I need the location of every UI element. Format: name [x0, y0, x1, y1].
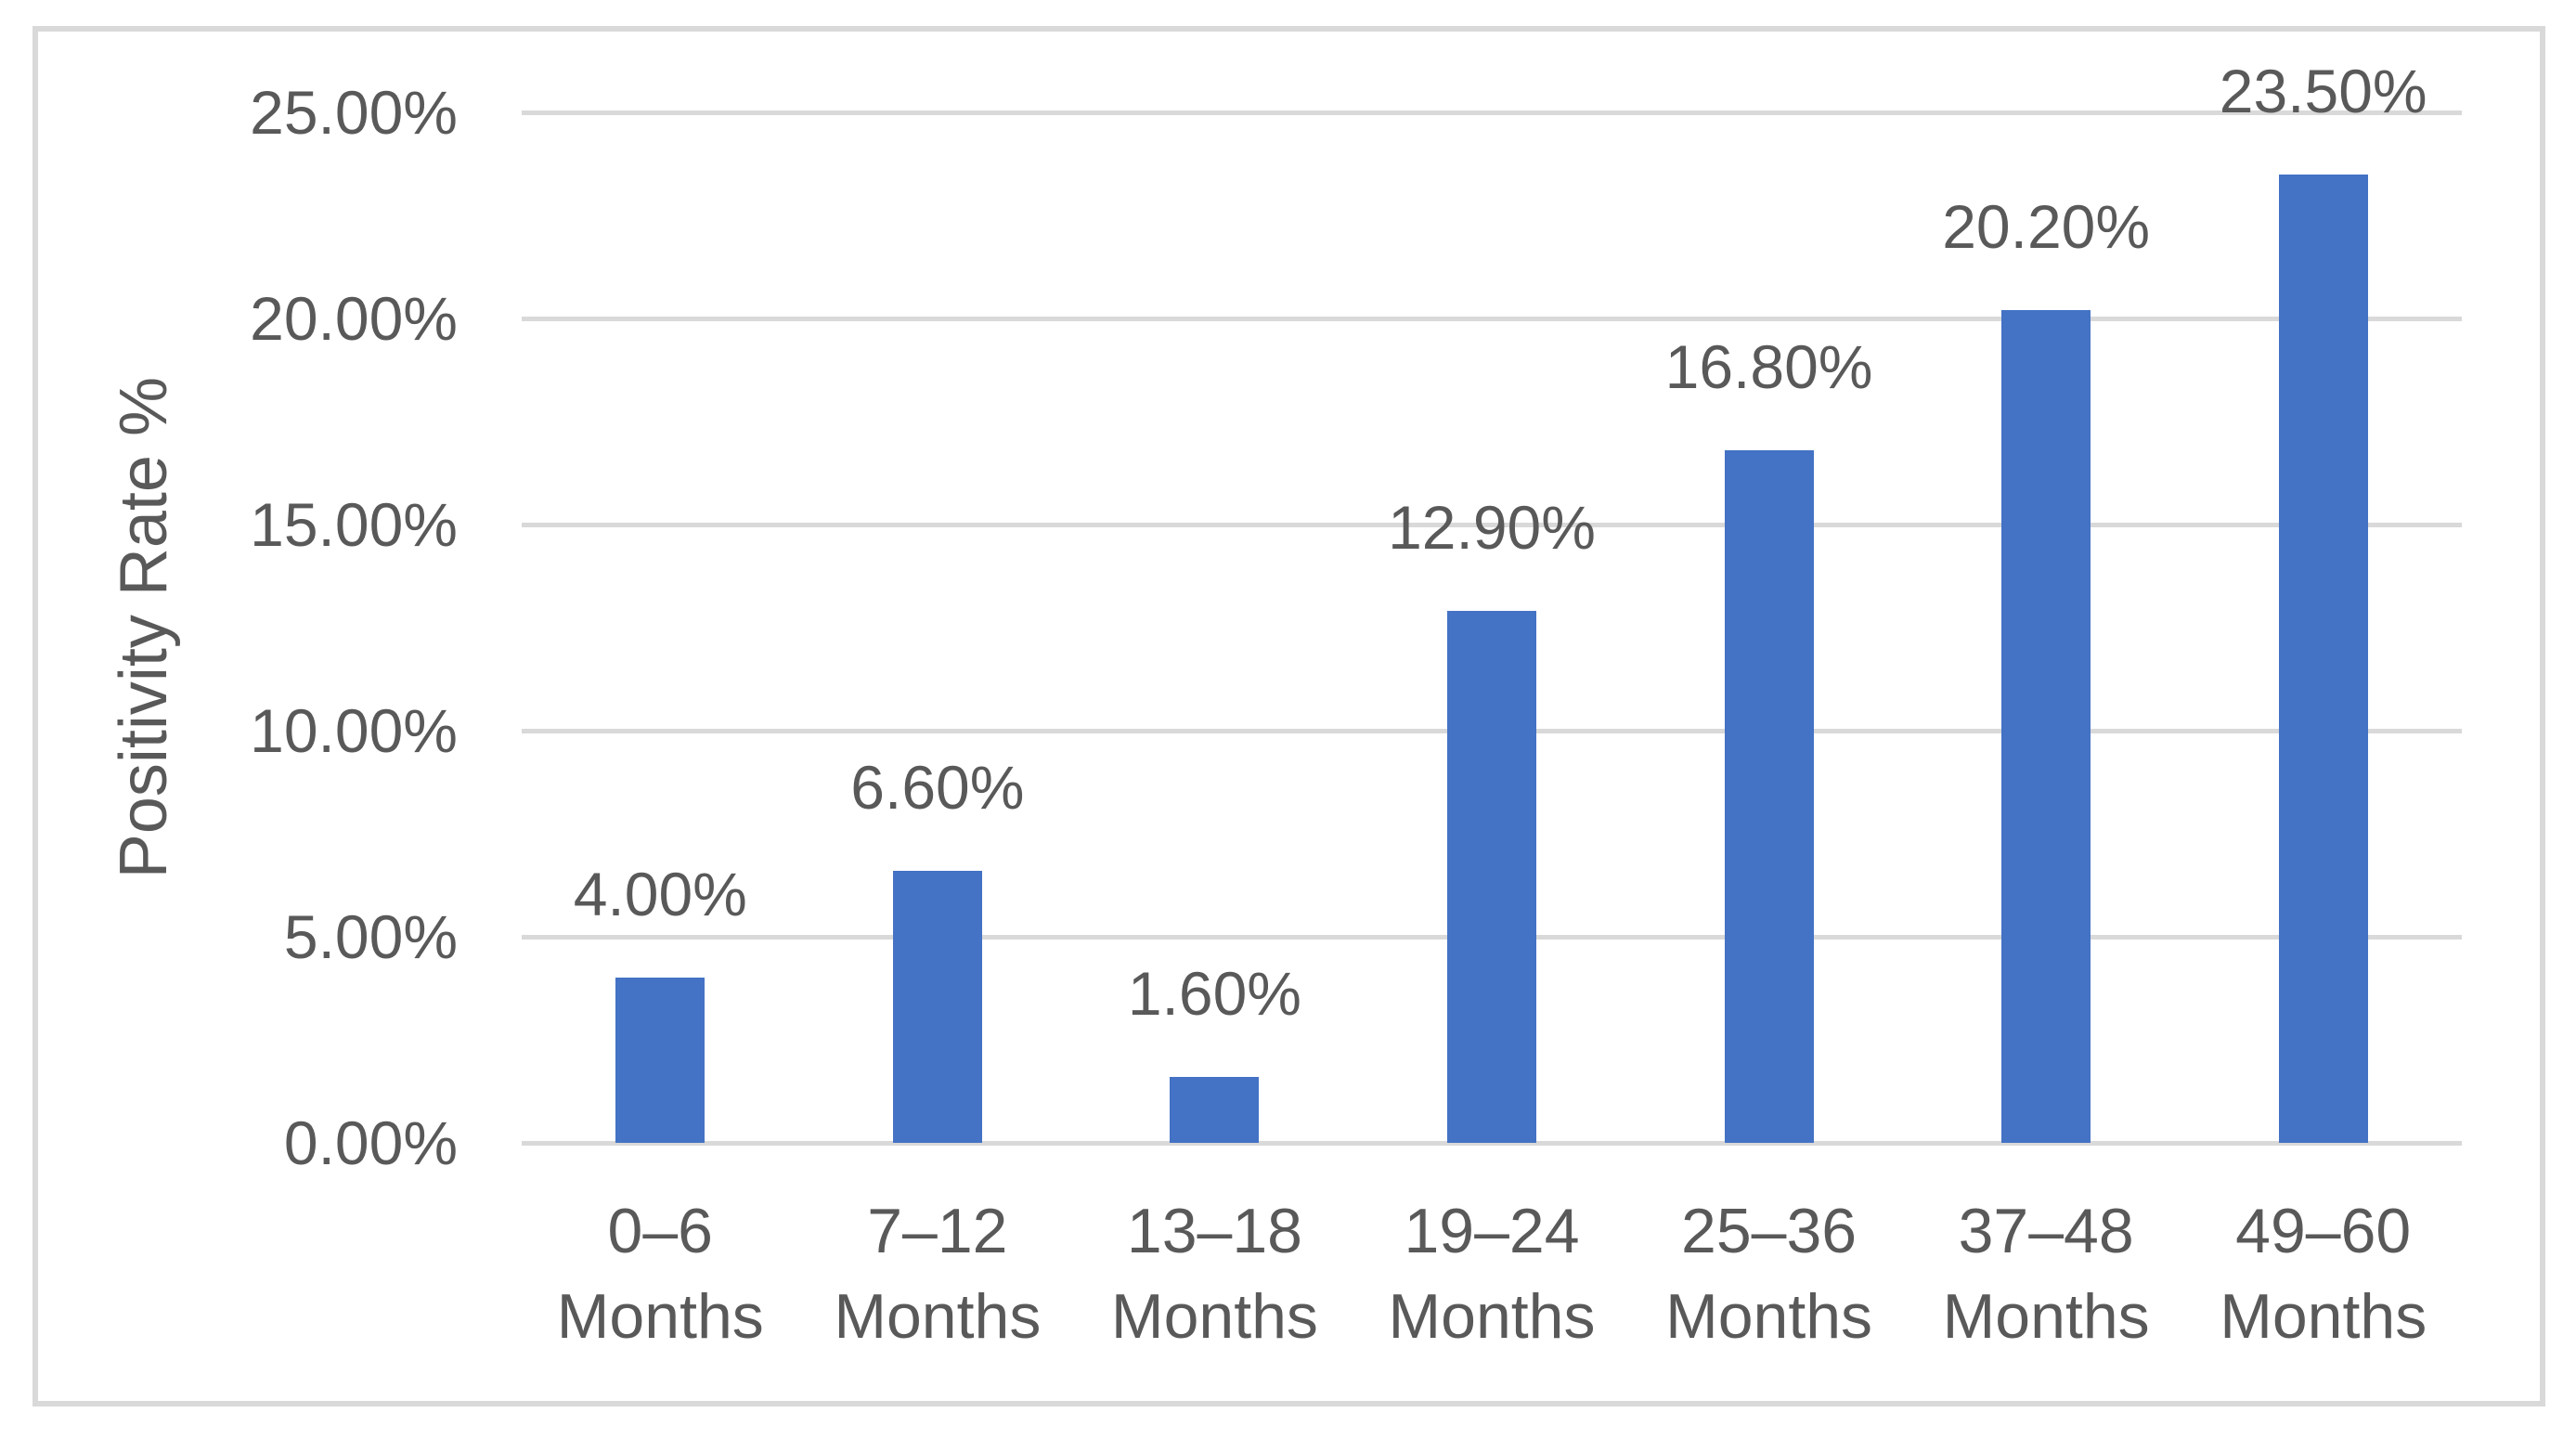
x-axis-category-unit: Months: [1942, 1281, 2150, 1352]
bar-19-24-months: [1447, 611, 1536, 1143]
data-label-25-36-months: 16.80%: [1664, 332, 1873, 402]
x-axis-category-13-18-months: 13–18 Months: [1111, 1188, 1318, 1359]
x-axis-category-unit: Months: [2220, 1281, 2427, 1352]
data-label-37-48-months: 20.20%: [1942, 192, 2151, 262]
x-axis-category-25-36-months: 25–36 Months: [1665, 1188, 1872, 1359]
x-axis-category-range: 25–36: [1681, 1196, 1858, 1266]
y-axis-tick-5-00: 5.00%: [283, 902, 458, 971]
chart-frame: [32, 26, 2545, 1407]
x-axis-category-unit: Months: [556, 1281, 764, 1352]
x-axis-category-19-24-months: 19–24 Months: [1389, 1188, 1596, 1359]
x-axis-category-range: 0–6: [607, 1196, 714, 1266]
data-label-0-6-months: 4.00%: [573, 860, 747, 929]
data-label-19-24-months: 12.90%: [1388, 493, 1596, 563]
y-axis-tick-15-00: 15.00%: [250, 490, 458, 559]
x-axis-category-range: 13–18: [1126, 1196, 1302, 1266]
bar-25-36-months: [1724, 450, 1814, 1143]
x-axis-category-unit: Months: [1110, 1281, 1318, 1352]
data-label-13-18-months: 1.60%: [1127, 958, 1301, 1028]
y-axis-tick-0-00: 0.00%: [283, 1108, 458, 1177]
gridline-20-00: [522, 316, 2462, 321]
data-label-49-60-months: 23.50%: [2219, 56, 2427, 125]
bar-37-48-months: [2001, 310, 2091, 1143]
x-axis-category-37-48-months: 37–48 Months: [1943, 1188, 2150, 1359]
x-axis-category-49-60-months: 49–60 Months: [2220, 1188, 2427, 1359]
gridline-25-00: [522, 110, 2462, 115]
bar-49-60-months: [2278, 174, 2368, 1143]
y-axis-title: Positivity Rate %: [84, 112, 204, 1143]
x-axis-category-range: 19–24: [1404, 1196, 1580, 1266]
x-axis-category-range: 7–12: [867, 1196, 1008, 1266]
x-axis-category-unit: Months: [834, 1281, 1042, 1352]
x-axis-category-range: 37–48: [1958, 1196, 2134, 1266]
gridline-15-00: [522, 522, 2462, 527]
bar-0-6-months: [615, 978, 705, 1143]
y-axis-tick-10-00: 10.00%: [250, 696, 458, 765]
x-axis-category-7-12-months: 7–12 Months: [834, 1188, 1041, 1359]
x-axis-category-range: 49–60: [2235, 1196, 2412, 1266]
x-axis-category-unit: Months: [1388, 1281, 1596, 1352]
x-axis-category-0-6-months: 0–6 Months: [557, 1188, 764, 1359]
bar-13-18-months: [1170, 1076, 1260, 1143]
gridline-0-00: [522, 1140, 2462, 1146]
bar-7-12-months: [892, 870, 982, 1143]
y-axis-tick-20-00: 20.00%: [250, 284, 458, 353]
x-axis-category-unit: Months: [1665, 1281, 1873, 1352]
y-axis-tick-25-00: 25.00%: [250, 78, 458, 147]
data-label-7-12-months: 6.60%: [850, 752, 1025, 822]
y-axis-title-text: Positivity Rate %: [107, 376, 181, 879]
